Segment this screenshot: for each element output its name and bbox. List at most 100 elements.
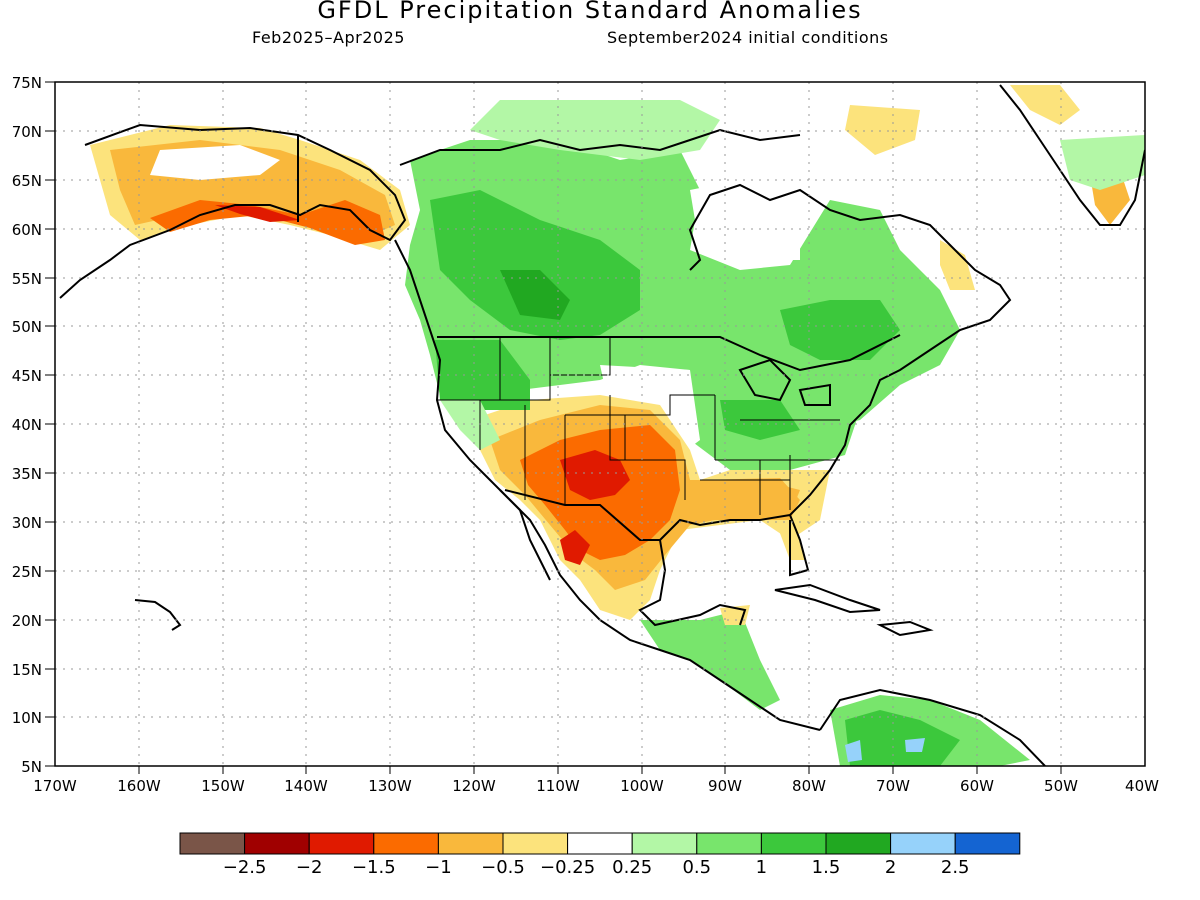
lon-label: 130W	[368, 777, 412, 795]
coastline-hispaniola	[876, 620, 934, 637]
precip-anomaly-field	[90, 85, 1145, 766]
colorbar-swatch	[437, 832, 504, 855]
colorbar-swatch	[760, 832, 827, 855]
lat-label: 40N	[12, 416, 42, 434]
lon-label: 140W	[284, 777, 328, 795]
anomaly-alaska-coast	[150, 200, 385, 245]
coastline-hawaii	[134, 599, 182, 631]
lon-label: 120W	[452, 777, 496, 795]
lon-label: 80W	[792, 777, 826, 795]
coastline-alaska	[59, 123, 407, 299]
lat-label: 25N	[12, 563, 42, 581]
coastline-cuba	[774, 583, 881, 614]
lat-label: 50N	[12, 318, 42, 336]
lon-label: 70W	[876, 777, 910, 795]
anomaly-canada-wet-core2	[500, 270, 570, 320]
lon-label: 150W	[201, 777, 245, 795]
anomaly-california	[440, 400, 500, 450]
lat-label: 10N	[12, 709, 42, 727]
lat-label: 20N	[12, 612, 42, 630]
lat-label: 55N	[12, 270, 42, 288]
colorbar-label: 0.5	[682, 857, 711, 878]
lon-label: 50W	[1044, 777, 1078, 795]
border-us-canada	[437, 334, 901, 372]
lat-label: 70N	[12, 123, 42, 141]
colorbar-label: −2	[296, 857, 323, 878]
lon-label: 60W	[960, 777, 994, 795]
anomaly-alaska-coast-strong	[215, 205, 300, 222]
colorbar-label: −0.25	[540, 857, 595, 878]
state-lines-west	[437, 337, 715, 505]
anomaly-greenland-east	[1010, 85, 1080, 125]
map-title: GFDL Precipitation Standard Anomalies	[317, 0, 863, 24]
colorbar-label: 1	[756, 857, 767, 878]
anomaly-gulf-coast	[700, 478, 800, 520]
anomaly-alaska-wet-patch	[150, 145, 280, 180]
lat-label: 65N	[12, 172, 42, 190]
colorbar-label: −1	[425, 857, 452, 878]
anomaly-labrador	[940, 240, 975, 290]
colorbar-swatch	[308, 832, 375, 855]
lat-label: 30N	[12, 514, 42, 532]
lat-label: 60N	[12, 221, 42, 239]
anomaly-central-america	[640, 610, 780, 710]
lon-label: 100W	[620, 777, 664, 795]
colorbar-label: 2.5	[941, 857, 970, 878]
lat-label: 5N	[21, 758, 42, 776]
colorbar-swatch	[696, 832, 762, 855]
colorbar-swatch	[631, 832, 698, 855]
colorbar-swatch	[825, 832, 892, 855]
anomaly-chihuahua-core	[560, 530, 590, 565]
lon-axis: 170W 160W 150W 140W 130W 120W 110W 100W …	[33, 777, 1159, 795]
colorbar-label: −1.5	[352, 857, 396, 878]
coastline-gulf-mexico	[638, 539, 747, 627]
coastline-greenland	[999, 84, 1145, 226]
colorbar-label: −2.5	[223, 857, 267, 878]
coastline-arctic	[399, 128, 801, 166]
colorbar-swatch	[890, 832, 956, 855]
lon-label: 170W	[33, 777, 77, 795]
anomaly-quebec-wet	[780, 300, 900, 360]
colorbar-label: 2	[885, 857, 896, 878]
lon-label: 110W	[536, 777, 580, 795]
coastline-baja	[499, 489, 551, 581]
anomaly-canada-wet-light	[470, 100, 720, 160]
anomaly-greenland-wet	[1060, 135, 1145, 190]
coastlines	[59, 84, 1145, 766]
colorbar-swatch	[502, 832, 569, 855]
colorbar-label: 1.5	[812, 857, 841, 878]
coastline-gulf-us	[659, 513, 810, 577]
colorbar-swatch	[244, 832, 310, 855]
coastline-great-lakes	[738, 358, 831, 406]
initial-conditions-label: September2024 initial conditions	[607, 28, 889, 47]
colorbar-swatch	[954, 832, 1021, 855]
lat-ticks	[45, 81, 55, 767]
lon-label: 160W	[117, 777, 161, 795]
coastline-south-america	[819, 688, 1046, 766]
lon-ticks	[138, 766, 1062, 774]
anomaly-baffin	[845, 105, 920, 155]
anomaly-south-america-blue2	[905, 738, 925, 752]
lon-label: 90W	[708, 777, 742, 795]
graticule	[55, 82, 1145, 766]
anomaly-new-mexico-core	[560, 450, 630, 500]
lat-label: 75N	[12, 74, 42, 92]
lon-label: 40W	[1125, 777, 1159, 795]
colorbar-swatch	[567, 832, 633, 855]
anomaly-pacific-nw	[435, 340, 530, 410]
colorbar-swatch	[179, 832, 246, 855]
lat-label: 35N	[12, 465, 42, 483]
anomaly-south-america-core	[845, 710, 960, 766]
coastline-atlantic	[688, 183, 1012, 516]
coastline-pacific	[394, 239, 821, 731]
colorbar-label: −0.5	[481, 857, 525, 878]
colorbar: −2.5 −2 −1.5 −1 −0.5 −0.25 0.25 0.5 1 1.5 2 2.5	[179, 832, 1021, 878]
colorbar-swatch	[373, 832, 439, 855]
lat-label: 15N	[12, 661, 42, 679]
state-lines-east	[700, 395, 840, 515]
state-borders	[437, 337, 840, 515]
border-us-mexico	[504, 489, 660, 541]
anomaly-canada-wet-core	[430, 190, 640, 340]
colorbar-label: 0.25	[612, 857, 652, 878]
